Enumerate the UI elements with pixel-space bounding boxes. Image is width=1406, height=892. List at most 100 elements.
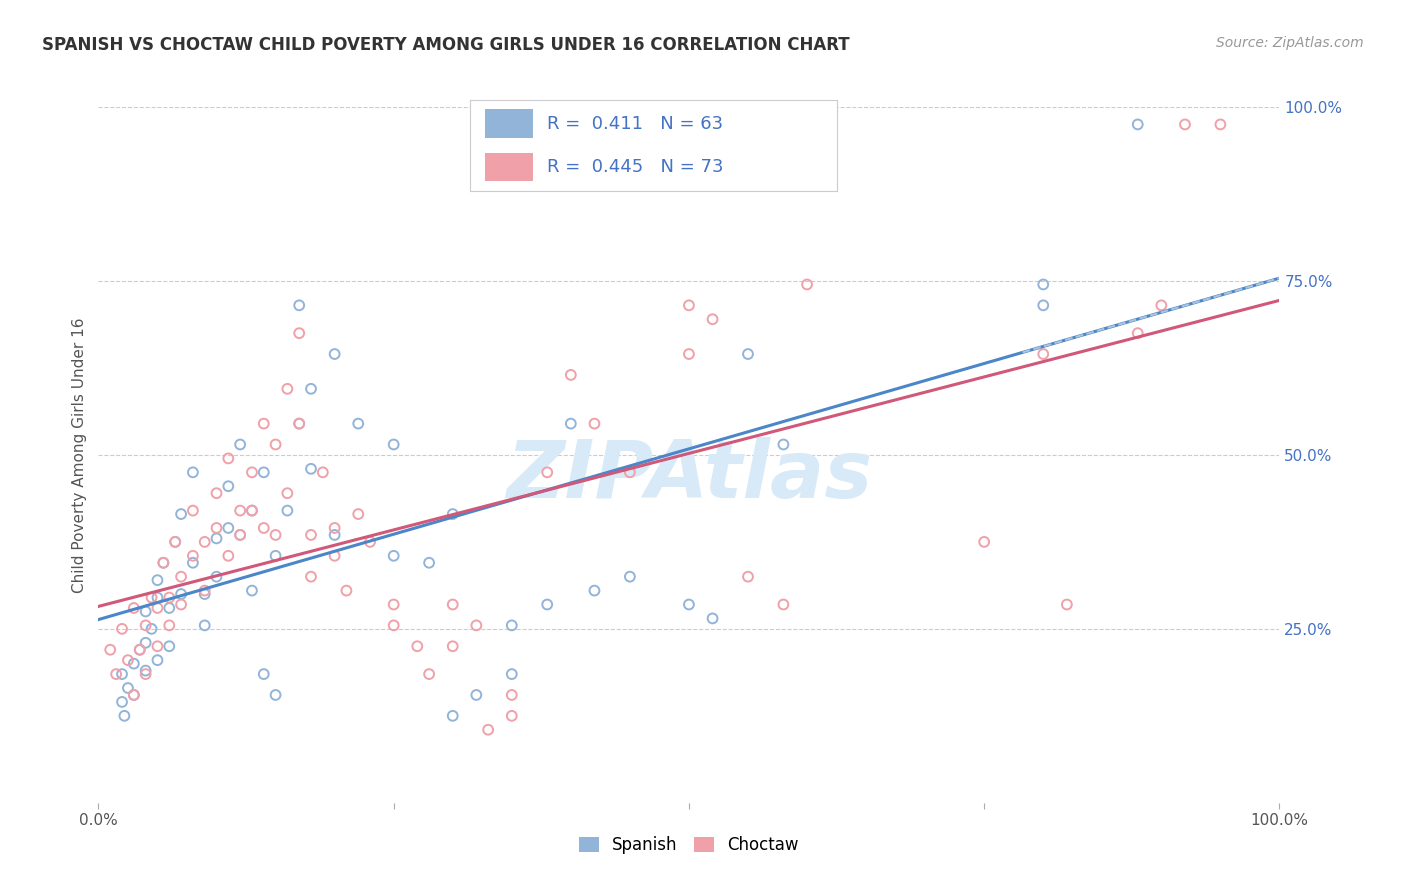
Text: ZIPAtlas: ZIPAtlas [506, 437, 872, 515]
Point [146, 653, 169, 667]
Point [772, 598, 794, 612]
Point [217, 451, 239, 466]
Point [678, 298, 700, 312]
Point [240, 503, 263, 517]
Point [264, 437, 287, 451]
Point [105, 667, 128, 681]
Point [501, 667, 523, 681]
Point [217, 521, 239, 535]
Point [170, 507, 193, 521]
Point [152, 556, 174, 570]
Point [702, 611, 724, 625]
Text: SPANISH VS CHOCTAW CHILD POVERTY AMONG GIRLS UNDER 16 CORRELATION CHART: SPANISH VS CHOCTAW CHILD POVERTY AMONG G… [42, 36, 849, 54]
Point [299, 528, 322, 542]
Point [111, 695, 134, 709]
Point [441, 507, 464, 521]
Point [737, 347, 759, 361]
Point [501, 618, 523, 632]
Point [229, 528, 252, 542]
Point [135, 636, 157, 650]
Point [117, 653, 139, 667]
Point [1174, 117, 1197, 131]
Point [253, 667, 276, 681]
Point [146, 573, 169, 587]
Point [288, 326, 311, 340]
Point [737, 570, 759, 584]
Point [170, 598, 193, 612]
Point [146, 639, 169, 653]
Point [772, 437, 794, 451]
Point [146, 601, 169, 615]
Point [205, 532, 228, 546]
Point [501, 688, 523, 702]
Point [264, 688, 287, 702]
Point [122, 601, 145, 615]
Point [264, 549, 287, 563]
Point [536, 466, 558, 480]
Point [229, 528, 252, 542]
Point [135, 605, 157, 619]
Point [128, 642, 150, 657]
Point [619, 466, 641, 480]
Point [1056, 598, 1078, 612]
Legend: Spanish, Choctaw: Spanish, Choctaw [572, 830, 806, 861]
Point [678, 598, 700, 612]
Point [157, 618, 180, 632]
Point [157, 601, 180, 615]
Text: Source: ZipAtlas.com: Source: ZipAtlas.com [1216, 36, 1364, 50]
Point [194, 534, 217, 549]
Point [678, 347, 700, 361]
Point [194, 583, 217, 598]
Point [323, 347, 346, 361]
Point [141, 591, 163, 605]
Point [253, 466, 276, 480]
Point [217, 549, 239, 563]
Point [973, 534, 995, 549]
Point [181, 466, 204, 480]
Point [240, 583, 263, 598]
Point [112, 708, 135, 723]
Point [583, 417, 606, 431]
Point [194, 587, 217, 601]
Point [1150, 298, 1173, 312]
Point [128, 642, 150, 657]
Point [135, 618, 157, 632]
Point [205, 486, 228, 500]
Point [181, 556, 204, 570]
Point [1126, 117, 1149, 131]
Point [217, 479, 239, 493]
Point [135, 664, 157, 678]
Point [465, 618, 488, 632]
Point [418, 667, 440, 681]
Point [170, 570, 193, 584]
Point [382, 549, 405, 563]
Point [122, 657, 145, 671]
Point [117, 681, 139, 695]
Y-axis label: Child Poverty Among Girls Under 16: Child Poverty Among Girls Under 16 [72, 318, 87, 592]
Point [299, 382, 322, 396]
Point [111, 622, 134, 636]
Point [477, 723, 499, 737]
Point [194, 618, 217, 632]
Point [1032, 347, 1054, 361]
Point [181, 549, 204, 563]
Point [229, 437, 252, 451]
Point [323, 549, 346, 563]
Point [382, 618, 405, 632]
Point [619, 570, 641, 584]
Point [165, 534, 187, 549]
Point [288, 417, 311, 431]
Point [165, 534, 187, 549]
Point [276, 503, 298, 517]
Point [141, 622, 163, 636]
Point [1209, 117, 1232, 131]
Point [359, 534, 381, 549]
Point [583, 583, 606, 598]
Point [288, 298, 311, 312]
Point [135, 667, 157, 681]
Point [157, 639, 180, 653]
Point [288, 417, 311, 431]
Point [335, 583, 357, 598]
Point [347, 417, 370, 431]
Point [536, 598, 558, 612]
